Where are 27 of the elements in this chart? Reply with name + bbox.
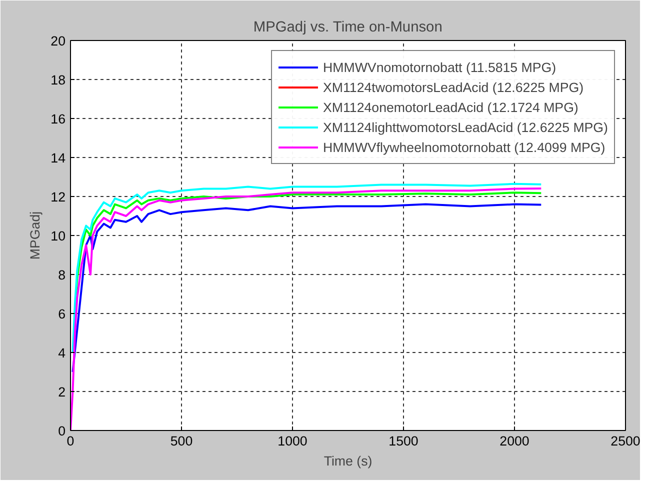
legend-label: HMMWVnomotornobatt (11.5815 MPG) xyxy=(323,60,556,74)
x-tick-label: 500 xyxy=(170,434,193,448)
x-tick-label: 1000 xyxy=(278,434,308,448)
legend-label: XM1124onemotorLeadAcid (12.1724 MPG) xyxy=(323,100,578,114)
legend-label: XM1124twomotorsLeadAcid (12.6225 MPG) xyxy=(323,80,584,94)
y-tick-label: 16 xyxy=(50,112,66,126)
legend-label: XM1124lighttwomotorsLeadAcid (12.6225 MPG) xyxy=(323,120,608,134)
y-tick-label: 0 xyxy=(58,424,66,438)
y-tick-label: 14 xyxy=(50,150,66,166)
legend-label: HMMWVflywheelnomotornobatt (12.4099 MPG) xyxy=(323,140,606,154)
y-axis-title: MPGadj xyxy=(28,211,43,260)
x-tick-label: 2000 xyxy=(500,434,530,448)
line-series xyxy=(72,203,542,373)
line-series xyxy=(72,182,542,354)
x-tick-label: 2500 xyxy=(610,434,640,448)
line-series xyxy=(70,188,542,430)
y-tick-label: 8 xyxy=(58,268,66,282)
y-tick-label: 10 xyxy=(50,228,66,244)
y-tick-label: 18 xyxy=(50,72,66,88)
y-tick-label: 2 xyxy=(58,384,66,400)
y-tick-label: 20 xyxy=(50,34,66,48)
x-tick-label: 1500 xyxy=(388,434,418,448)
y-tick-label: 6 xyxy=(58,306,66,322)
y-tick-label: 12 xyxy=(50,190,66,204)
chart-title: MPGadj vs. Time on-Munson xyxy=(253,20,442,36)
y-tick-label: 4 xyxy=(58,346,66,360)
x-axis-title: Time (s) xyxy=(324,454,372,468)
